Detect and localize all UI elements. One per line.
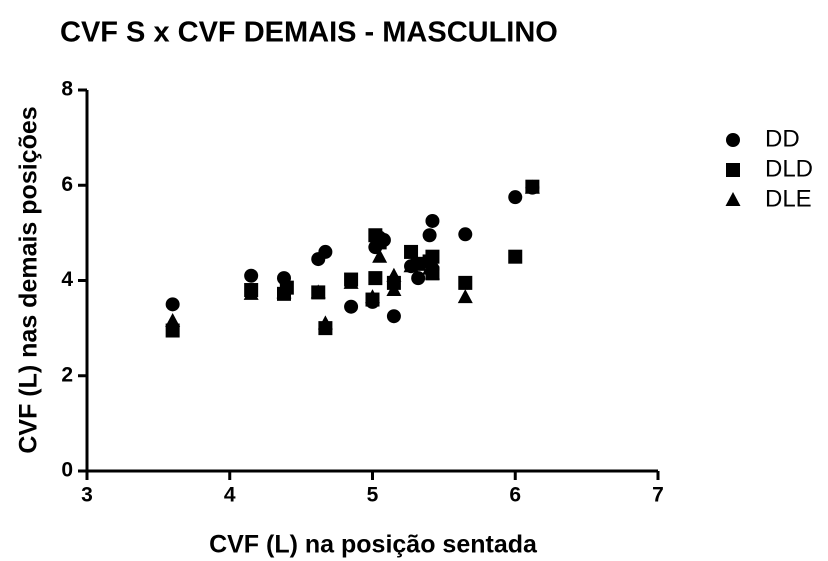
point	[343, 274, 359, 289]
point	[165, 323, 180, 338]
point	[458, 275, 473, 290]
point	[411, 271, 426, 286]
point	[372, 248, 388, 263]
point	[458, 227, 473, 242]
y-tick-label: 0	[61, 459, 73, 482]
point	[368, 271, 383, 286]
point	[365, 289, 380, 304]
y-tick-label: 8	[61, 78, 73, 101]
y-tick-label: 4	[61, 268, 73, 291]
y-tick-label: 2	[61, 363, 73, 386]
x-tick-label: 4	[224, 484, 236, 507]
legend-marker	[725, 192, 741, 206]
legend-label: DLE	[765, 185, 812, 212]
point	[524, 179, 540, 194]
point	[424, 265, 440, 280]
x-tick-label: 7	[652, 484, 664, 507]
point	[386, 309, 401, 324]
x-axis-title: CVF (L) na posição sentada	[209, 531, 538, 559]
x-tick-label: 5	[367, 484, 379, 507]
point	[317, 315, 333, 330]
legend-label: DD	[765, 125, 800, 152]
x-tick-label: 3	[81, 484, 93, 507]
point	[165, 312, 181, 327]
point	[508, 190, 523, 205]
point	[457, 289, 473, 304]
point	[404, 244, 419, 259]
point	[165, 297, 180, 312]
point	[344, 299, 359, 314]
x-tick-label: 6	[509, 484, 521, 507]
point	[318, 244, 333, 259]
point	[386, 267, 402, 282]
point	[386, 282, 402, 297]
y-axis-title: CVF (L) nas demais posições	[15, 106, 43, 453]
chart-title: CVF S x CVF DEMAIS - MASCULINO	[60, 17, 558, 49]
point	[372, 235, 387, 250]
legend-marker	[726, 133, 740, 147]
point	[425, 249, 440, 264]
point	[310, 284, 326, 299]
legend-label: DLD	[765, 155, 813, 182]
point	[243, 285, 259, 300]
point	[422, 228, 437, 243]
point	[425, 213, 440, 228]
legend-marker	[726, 163, 740, 177]
point	[244, 268, 259, 283]
point	[508, 249, 523, 264]
point	[403, 258, 419, 273]
y-tick-label: 6	[61, 173, 73, 196]
point	[276, 284, 292, 299]
